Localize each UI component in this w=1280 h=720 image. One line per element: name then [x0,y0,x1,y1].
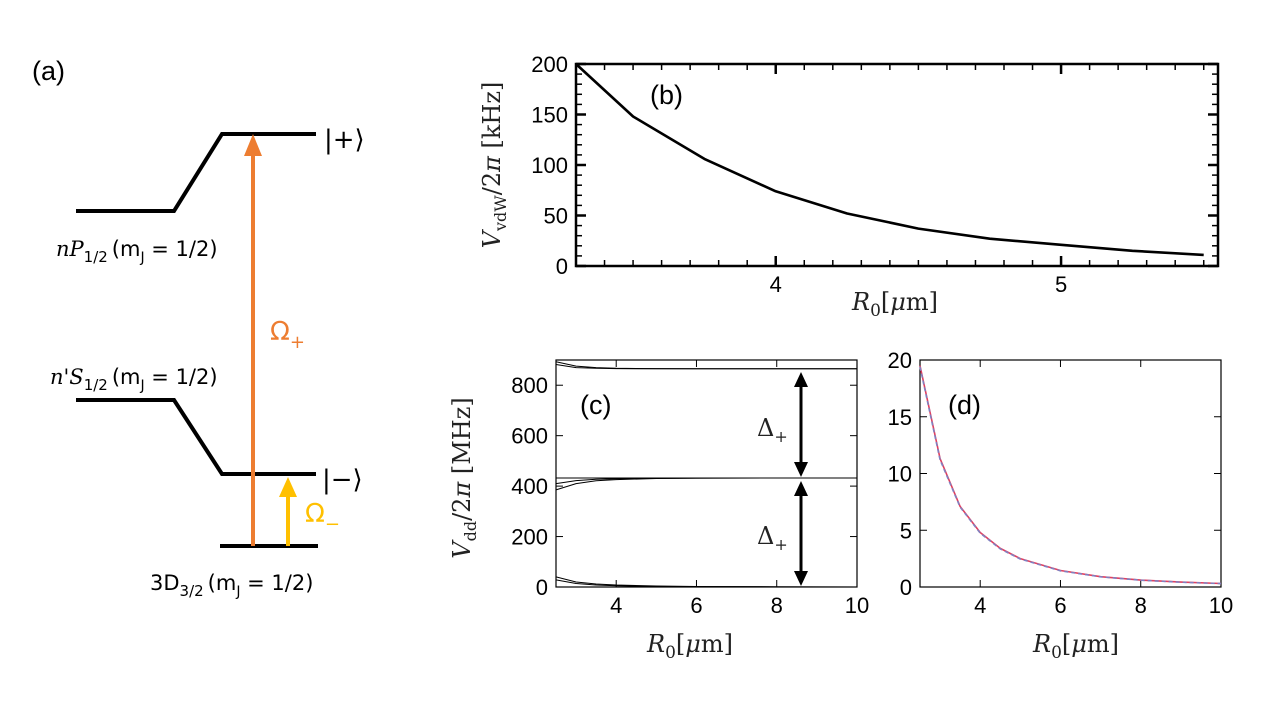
delta-arrow-upper-head-bottom [794,462,808,477]
omega-minus-arrowhead [279,477,297,497]
delta-label-lower: Δ+ [757,522,788,554]
chart-c-series-upper-2 [555,364,857,370]
chart-c-series-lower-2 [555,579,857,588]
chart-d-ytick-label: 10 [888,462,912,487]
chart-d-marks [919,365,1222,585]
chart-b-ylabel: VvdW/2π [kHz] [478,82,510,249]
chart-b-ytick-label: 50 [544,204,568,229]
state-minus-label: |−⟩ [322,465,363,495]
chart-d-ytick-label: 5 [900,518,912,543]
state-plus-label: |+⟩ [324,125,365,155]
chart-c-marks [555,361,858,588]
delta-label-upper: Δ+ [757,414,788,446]
panel-a-label: (a) [32,56,65,86]
chart-d-xtick-label: 6 [1054,593,1066,618]
chart-c-xtick-label: 6 [690,593,702,618]
chart-c-series-upper-1 [555,361,857,370]
chart-d-ytick-label: 20 [888,348,912,373]
chart-b-ytick-label: 0 [556,254,568,279]
chart-d-ticks: 4 6 8 10 0 5 10 15 20 [888,348,1234,618]
chart-c-series-mid-2 [555,477,857,491]
chart-c-xtick-label: 4 [610,593,622,618]
chart-b-ytick-label: 200 [531,52,568,77]
chart-b-ytick-label: 150 [531,103,568,128]
chart-b-series-V_vdW [575,63,1204,257]
chart-c-ylabel: Vdd/2π [MHz] [448,397,480,558]
chart-d: 4 6 8 10 0 5 10 15 20 (d) R0[μm] [888,348,1234,663]
chart-c: 4 6 8 10 0 200 400 600 800 (c) Δ+ Δ+ R0[μm] Vdd/… [448,359,869,663]
np-level-label: nP1/2 (mJ = 1/2) [56,237,218,266]
chart-b-xtick-label: 5 [1055,272,1067,297]
ns-level-label: n'S1/2 (mJ = 1/2) [50,365,218,394]
chart-d-ytick-label: 15 [888,405,912,430]
panel-a: (a) |+⟩ |−⟩ Ω+ Ω− nP1/2 (mJ = 1/2) n'S1/2… [32,56,365,600]
chart-c-ticks: 4 6 8 10 0 200 400 600 800 [511,360,869,618]
chart-b-panel-label: (b) [650,80,683,110]
chart-b-xtick-label: 4 [770,272,782,297]
omega-plus-label: Ω+ [270,317,305,353]
chart-b-marks [575,63,1204,257]
chart-d-xtick-label: 10 [1209,593,1233,618]
chart-c-xtick-label: 10 [845,593,869,618]
chart-c-ytick-label: 600 [511,424,548,449]
chart-d-ytick-label: 0 [900,575,912,600]
chart-c-ytick-label: 0 [536,575,548,600]
omega-plus-arrowhead [244,134,262,156]
omega-minus-label: Ω− [305,499,340,535]
delta-arrow-lower-head-bottom [794,571,808,586]
chart-d-series-fit [919,366,1222,585]
chart-d-xlabel: R0[μm] [1032,630,1119,663]
chart-d-panel-label: (d) [948,390,981,420]
chart-b-xlabel: R0[μm] [851,288,938,321]
chart-c-ytick-label: 800 [511,373,548,398]
chart-b-ytick-label: 100 [531,153,568,178]
ns-level-line [76,398,316,476]
d-level-label: 3D3/2 (mJ = 1/2) [150,571,313,600]
chart-c-ytick-label: 400 [511,474,548,499]
chart-c-xtick-label: 8 [771,593,783,618]
chart-c-panel-label: (c) [580,390,611,420]
np-level-line [76,132,316,213]
chart-d-xtick-label: 8 [1135,593,1147,618]
chart-c-ytick-label: 200 [511,525,548,550]
delta-arrow-upper-head-top [794,372,808,387]
chart-c-xlabel: R0[μm] [646,630,733,663]
chart-d-xtick-label: 4 [974,593,986,618]
delta-arrow-lower-head-top [794,481,808,496]
